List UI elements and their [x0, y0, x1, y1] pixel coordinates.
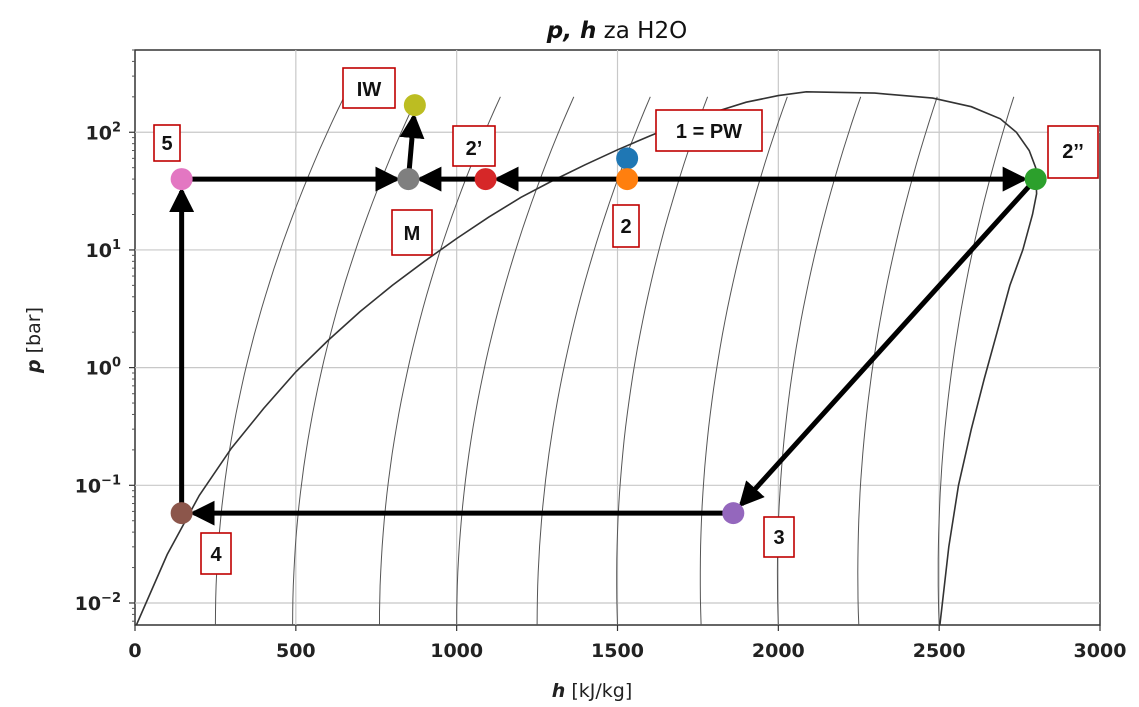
y-tick-label-2: 100	[86, 356, 122, 380]
x-tick-label-6: 3000	[1074, 640, 1127, 662]
label-2: 2	[620, 216, 631, 238]
label-iw: IW	[357, 79, 382, 101]
x-axis-label-rest: [kJ/kg]	[565, 680, 632, 702]
label-box-iw: IW	[342, 67, 396, 109]
label-pw: 1 = PW	[676, 121, 742, 143]
y-axis-label-rest: [bar]	[23, 307, 45, 359]
state-points	[170, 94, 1047, 525]
y-tick-label-4: 102	[86, 120, 122, 144]
isotherm-9	[937, 96, 1015, 625]
isotherm-5	[616, 96, 709, 625]
label-2prime: 2’	[466, 138, 483, 160]
isotherm-2	[379, 96, 501, 625]
isotherm-4	[536, 96, 651, 625]
chart-title-rest: za H2O	[596, 18, 687, 44]
label-5: 5	[161, 133, 172, 155]
label-box-4: 4	[200, 532, 232, 575]
label-box-2: 2	[612, 204, 640, 248]
y-axis-label: p [bar]	[23, 307, 45, 374]
label-3: 3	[773, 527, 784, 549]
label-box-pw: 1 = PW	[655, 109, 763, 152]
label-4: 4	[210, 544, 222, 566]
label-box-2dbl: 2’’	[1047, 125, 1099, 179]
label-box-m: M	[391, 209, 433, 256]
x-tick-label-1: 500	[276, 640, 316, 662]
chart-title: p, h za H2O	[546, 18, 687, 44]
y-tick-label-1: 10−1	[75, 473, 121, 497]
chart-title-bold: p, h	[546, 18, 597, 44]
label-2dbl: 2’’	[1062, 141, 1084, 163]
isotherm-6	[699, 96, 788, 625]
state-point-pw	[616, 147, 639, 170]
x-tick-label-0: 0	[128, 640, 141, 662]
x-tick-label-5: 2500	[913, 640, 966, 662]
label-m: M	[404, 223, 421, 245]
x-axis-label-bold: h	[552, 680, 566, 702]
y-ticks: 10−2 10−1 100 101 102	[75, 49, 135, 622]
state-point-pm	[397, 168, 420, 191]
state-point-p2	[616, 168, 639, 191]
state-point-p2dbl	[1024, 168, 1047, 191]
label-box-2prime: 2’	[452, 125, 496, 167]
process-arrows	[169, 113, 1038, 526]
state-point-iw	[403, 94, 426, 117]
isotherm-3	[456, 96, 575, 625]
x-tick-label-3: 1500	[591, 640, 644, 662]
state-point-p2prime	[474, 168, 497, 191]
y-tick-label-3: 101	[86, 238, 122, 262]
x-ticks: 0 500 1000 1500 2000 2500 3000	[128, 625, 1126, 662]
x-tick-label-2: 1000	[430, 640, 483, 662]
saturation-dome-curve	[135, 90, 1038, 625]
process-arrow-5	[738, 177, 1038, 508]
label-box-5: 5	[153, 124, 181, 162]
x-tick-label-4: 2000	[752, 640, 805, 662]
label-box-3: 3	[763, 516, 795, 558]
x-axis-label: h [kJ/kg]	[552, 680, 632, 702]
saturation-dome	[135, 90, 1038, 625]
state-point-p4	[170, 502, 193, 525]
state-point-p5	[170, 168, 193, 191]
y-axis-label-bold: p	[23, 359, 45, 374]
state-point-p3	[722, 502, 745, 525]
y-tick-label-0: 10−2	[75, 591, 121, 615]
